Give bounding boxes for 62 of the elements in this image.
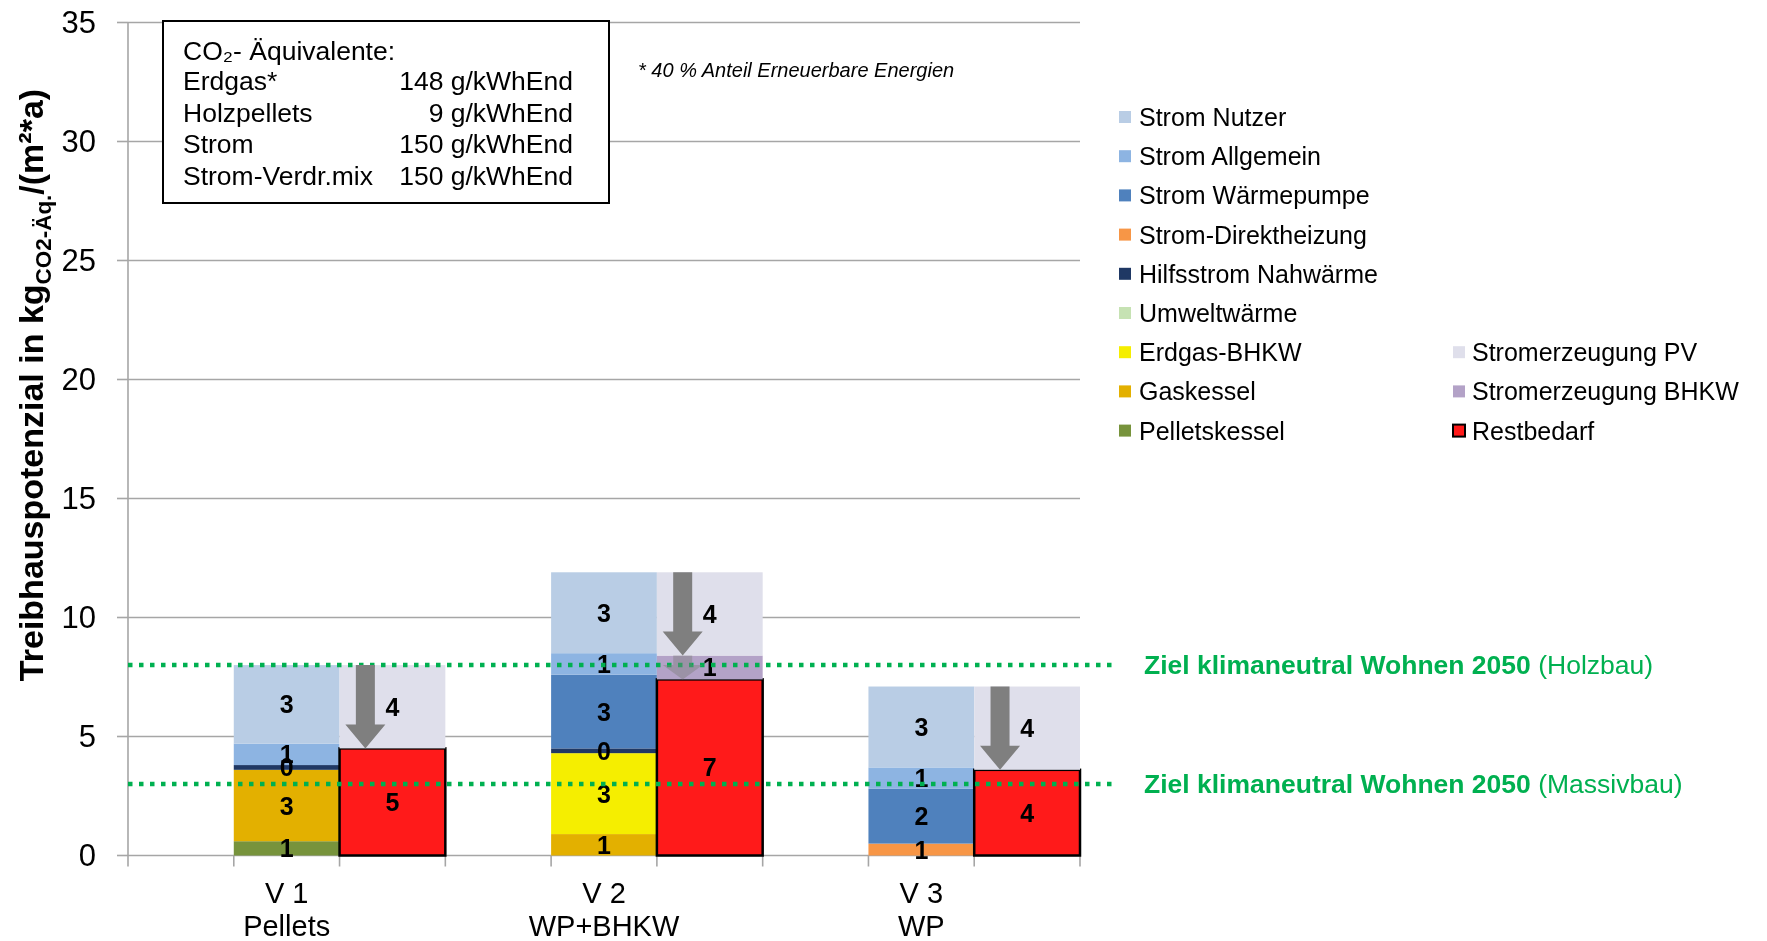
legend-label: Stromerzeugung BHKW	[1472, 377, 1740, 406]
bar	[551, 572, 657, 654]
y-tick-label: 10	[61, 600, 96, 635]
bar	[868, 686, 975, 768]
data-label: 1	[702, 653, 717, 682]
bar	[655, 678, 764, 857]
legend-label: Strom-Direktheizung	[1139, 220, 1367, 249]
legend-label: Restbedarf	[1472, 416, 1595, 445]
annotation: * 40 % Anteil Erneuerbare Energien	[638, 59, 955, 81]
x-tick-label: V 2 WP+BHKW	[528, 877, 680, 941]
y-tick-label: 5	[78, 719, 96, 754]
legend-label: Strom Wärmepumpe	[1139, 181, 1370, 210]
bar	[233, 665, 340, 744]
y-tick-label: 25	[61, 243, 96, 278]
bar	[551, 653, 657, 675]
legend-label: Erdgas-BHKW	[1139, 338, 1302, 367]
x-tick-label: V 1 Pellets	[243, 877, 331, 941]
x-tick-label: V 3 WP	[897, 877, 945, 941]
annotation: 9 g/kWhEnd	[428, 97, 573, 128]
y-tick-label: 20	[61, 362, 96, 397]
data-label: 1	[279, 834, 294, 863]
annotation: CO₂- Äquivalente:	[183, 35, 396, 66]
ref-line-label: Ziel klimaneutral Wohnen 2050 (Holzbau)	[1144, 650, 1654, 681]
data-label: 2	[914, 802, 929, 831]
ref-line-label: Ziel klimaneutral Wohnen 2050 (Massivbau)	[1144, 769, 1683, 800]
data-label: 3	[597, 598, 611, 627]
bar	[972, 768, 1082, 857]
data-label: 0	[597, 736, 611, 765]
data-label: 3	[914, 712, 929, 741]
y-tick-label: 15	[61, 481, 96, 516]
annotation: Strom-Verdr.mix	[183, 160, 373, 191]
annotation: Holzpellets	[183, 97, 313, 128]
data-label: 4	[702, 599, 717, 628]
annotation: Erdgas*	[183, 66, 278, 96]
data-label: 5	[385, 787, 400, 816]
data-label: 1	[597, 830, 612, 859]
data-label: 3	[597, 779, 611, 808]
data-label: 3	[279, 791, 294, 820]
y-tick-label: 35	[61, 5, 96, 40]
legend-label: Gaskessel	[1139, 377, 1256, 406]
legend-label: Stromerzeugung PV	[1472, 338, 1698, 367]
y-tick-label: 30	[61, 124, 96, 159]
data-label: 3	[279, 690, 294, 719]
data-label: 4	[385, 692, 400, 721]
bar	[338, 747, 447, 857]
data-label: 3	[597, 697, 611, 726]
annotation: 150 g/kWhEnd	[399, 129, 573, 159]
legend-label: Pelletskessel	[1139, 416, 1285, 445]
bar	[551, 834, 657, 856]
legend-label: Strom Nutzer	[1139, 103, 1287, 131]
data-label: 7	[702, 753, 717, 782]
bar	[868, 767, 975, 789]
data-label: 4	[1020, 798, 1035, 827]
legend-label: Hilfsstrom Nahwärme	[1139, 259, 1378, 288]
y-tick-label: 0	[78, 838, 96, 873]
annotation: 148 g/kWhEnd	[399, 66, 573, 96]
bar	[233, 841, 340, 856]
annotation: Strom	[183, 129, 254, 159]
data-label: 4	[1020, 714, 1035, 743]
legend-label: Strom Allgemein	[1139, 142, 1322, 171]
annotation: 150 g/kWhEnd	[399, 160, 573, 191]
legend-label: Umweltwärme	[1139, 299, 1298, 327]
